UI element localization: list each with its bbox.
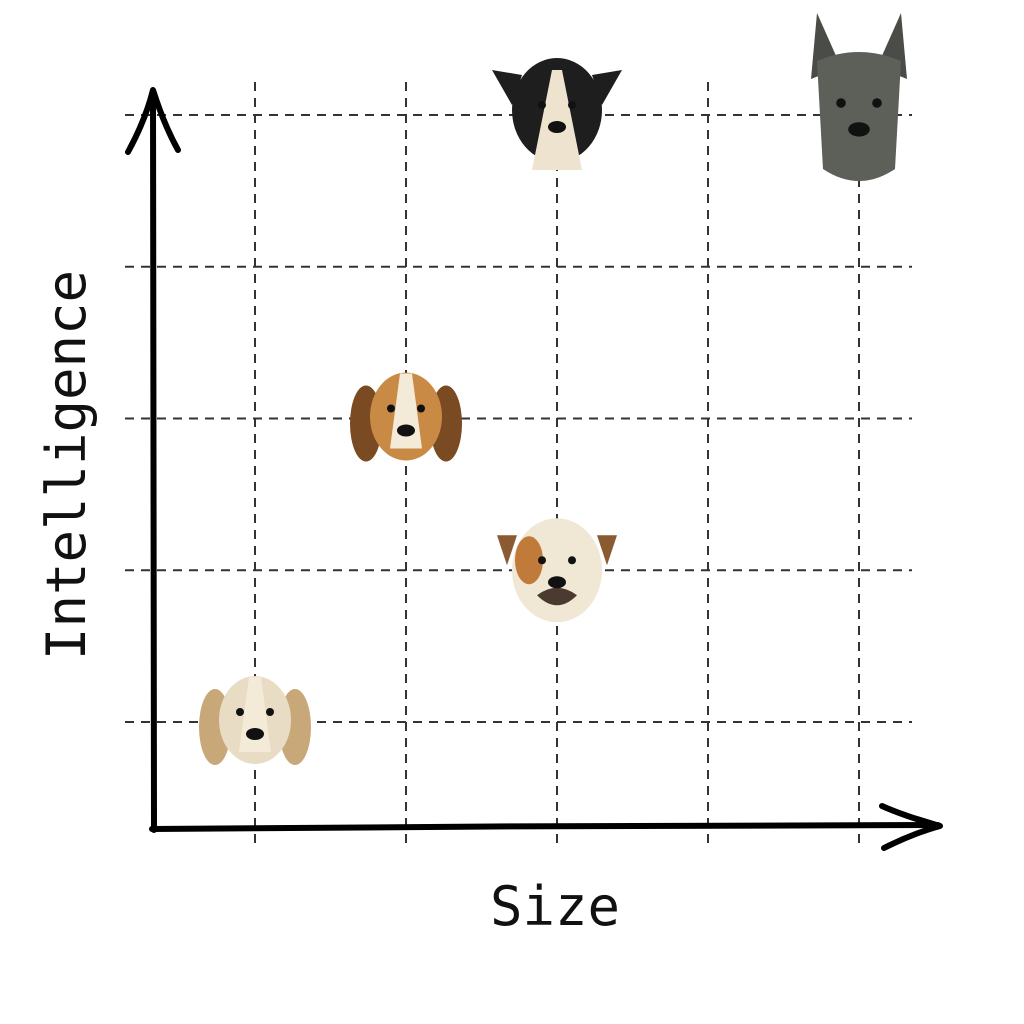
points [199,12,907,765]
y-axis-arrowhead [125,87,181,155]
beagle-dog-icon [350,372,462,462]
x-axis [149,822,941,832]
eye [568,556,576,565]
eye [568,101,576,109]
eye [872,98,882,108]
nose [848,122,870,137]
border-collie-dog-icon [492,58,622,170]
nose [246,728,264,740]
y-axis [149,89,157,833]
eye [417,404,425,413]
x-axis-arrowhead [879,803,943,851]
eye [836,98,846,108]
y-axis-label: Intelligence [35,270,98,660]
eye [538,101,546,109]
eye [236,708,244,716]
great-dane-dog-icon [811,12,907,181]
nose [397,424,415,437]
axes [125,87,943,851]
shih-tzu-dog-icon [199,676,311,765]
nose [548,121,566,133]
eye [538,556,546,565]
nose [548,576,566,589]
x-axis-label: Size [490,875,620,938]
eye [266,708,274,716]
bulldog-dog-icon [497,518,617,623]
eye [387,404,395,413]
